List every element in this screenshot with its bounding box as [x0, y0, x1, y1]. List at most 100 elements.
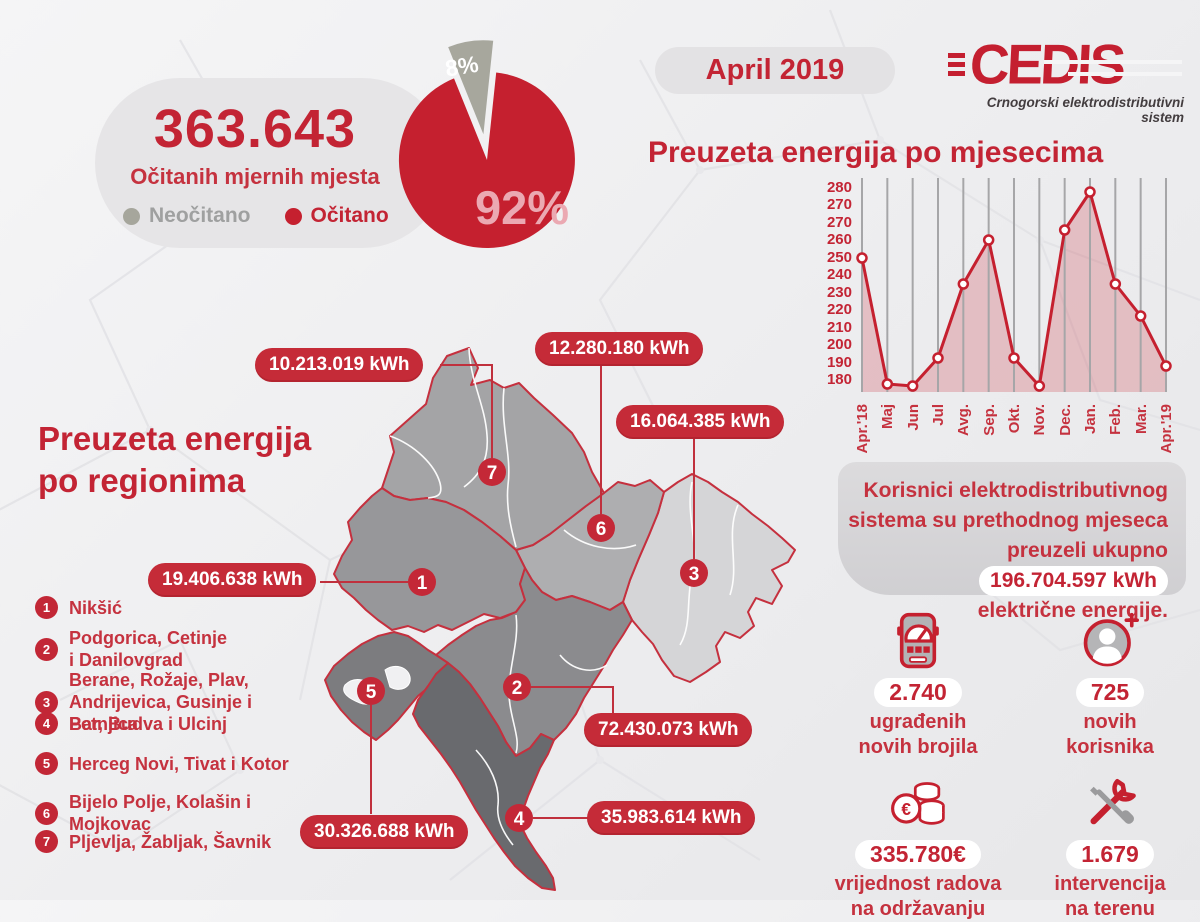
map-marker-1[interactable]: 1: [408, 568, 436, 596]
map-marker-2[interactable]: 2: [503, 673, 531, 701]
data-point-marker[interactable]: [1084, 186, 1096, 198]
readings-legend: Neočitano Očitano: [123, 204, 389, 228]
map-marker-7[interactable]: 7: [478, 458, 506, 486]
svg-text:1: 1: [417, 573, 428, 594]
readings-total: 363.643: [153, 99, 357, 159]
user-plus-icon: [1083, 612, 1139, 667]
map-region-5[interactable]: [324, 631, 449, 741]
data-point-marker[interactable]: [856, 252, 868, 264]
stats-grid: 2.740 ugrađenih novih brojila 725 novih …: [826, 612, 1200, 922]
region-number-badge: 1: [35, 596, 58, 619]
region-number-badge: 4: [35, 712, 58, 735]
region-name: Nikšić: [69, 597, 123, 618]
regions-title-line1: Preuzeta energija: [38, 420, 312, 457]
data-point-marker[interactable]: [1033, 380, 1046, 392]
legend-item: 5 Herceg Novi, Tivat i Kotor: [35, 752, 289, 775]
euro-coins-icon: €: [891, 782, 945, 825]
y-tick-label: 230: [826, 283, 852, 301]
y-tick-label: 250: [826, 248, 852, 266]
stat-maintenance-value-number: 335.780€: [855, 840, 981, 869]
meter-icon: [897, 612, 939, 669]
legend-item: 6 Bijelo Polje, Kolašin i Mojkovac: [35, 791, 325, 835]
chart-y-axis: 280 270 270 260 250 240 230 220 210 200 190 180: [818, 180, 852, 388]
map-marker-5[interactable]: 5: [357, 677, 385, 705]
monthly-line-chart: [856, 178, 1172, 392]
data-point-marker[interactable]: [1134, 310, 1147, 322]
y-tick-label: 260: [826, 231, 852, 249]
legend-read-label: Očitano: [310, 204, 389, 227]
info-line3: preuzeli ukupno 196.704.597 kWh: [848, 536, 1168, 596]
svg-text:7: 7: [487, 463, 498, 484]
svg-text:5: 5: [366, 682, 377, 703]
region-4-value-pill: 35.983.614 kWh: [587, 801, 756, 835]
monthly-chart-title: Preuzeta energija po mjesecima: [648, 136, 1104, 169]
svg-text:€: €: [901, 799, 911, 819]
map-marker-6[interactable]: 6: [587, 514, 615, 542]
legend-item: 1 Nikšić: [35, 596, 122, 619]
y-tick-label: 210: [826, 318, 852, 336]
unread-dot-icon: [123, 207, 140, 225]
legend-read: Očitano: [284, 204, 389, 228]
monthly-chart: 280 270 270 260 250 240 230 220 210 200 190 180 Apr…: [818, 170, 1200, 480]
stat-maintenance-caption: vrijednost radova na održavanju: [834, 873, 1002, 920]
y-tick-label: 200: [826, 336, 852, 354]
region-name: Podgorica, Cetinje i Danilovgrad: [69, 628, 228, 670]
stat-new-users: 725 novih korisnika: [1018, 612, 1200, 760]
region-name: Berane, Rožaje, Plav, Andrijevica, Gusin…: [69, 670, 253, 734]
regions-section-title: Preuzeta energija po regionima: [38, 418, 311, 502]
period-badge: April 2019: [655, 47, 895, 94]
stat-interventions-caption: intervencija na terenu: [1054, 873, 1166, 920]
info-highlight-value: 196.704.597 kWh: [979, 566, 1168, 596]
info-line2: sistema su prethodnog mjeseca: [848, 509, 1168, 532]
svg-text:4: 4: [514, 809, 525, 830]
region-5-value-pill: 30.326.688 kWh: [300, 815, 469, 849]
region-2-value-pill: 72.430.073 kWh: [584, 713, 753, 747]
y-tick-label: 180: [826, 370, 852, 388]
pie-big-label: 92%: [475, 181, 569, 234]
region-3-value-pill: 16.064.385 kWh: [616, 405, 785, 439]
data-point-marker[interactable]: [957, 278, 970, 290]
info-line3-prefix: preuzeli ukupno: [1006, 539, 1168, 562]
pie-slice-unread: [448, 40, 494, 135]
data-point-marker[interactable]: [906, 380, 919, 392]
stat-new-meters-caption: ugrađenih novih brojila: [858, 711, 978, 758]
regions-title-line2: po regionima: [38, 462, 246, 499]
y-tick-label: 220: [826, 301, 852, 319]
pie-small-label: 8%: [443, 51, 480, 82]
map-marker-3[interactable]: 3: [680, 559, 708, 587]
pie-slice-read: [398, 72, 575, 249]
map-marker-4[interactable]: 4: [505, 804, 533, 832]
region-name: Bijelo Polje, Kolašin i Mojkovac: [69, 792, 252, 834]
read-dot-icon: [284, 207, 302, 225]
logo-tagline: Crnogorski elektrodistributivni sistem: [986, 95, 1184, 125]
data-point-marker[interactable]: [1160, 360, 1172, 372]
region-number-badge: 6: [35, 801, 58, 825]
data-point-marker[interactable]: [1008, 352, 1020, 364]
map-region-1[interactable]: [333, 487, 526, 633]
y-tick-label: 240: [826, 266, 852, 284]
logo-bars-icon: [948, 52, 965, 76]
data-point-marker[interactable]: [982, 234, 995, 246]
data-point-marker[interactable]: [1058, 224, 1071, 236]
region-number-badge: 7: [35, 830, 58, 853]
legend-unread-label: Neočitano: [149, 204, 251, 227]
regions-legend: 1 Nikšić 2 Podgorica, Cetinje i Danilovgrad…: [35, 596, 325, 866]
region-number-badge: 3: [35, 690, 58, 714]
y-tick-label: 270: [826, 213, 852, 231]
region-7-value-pill: 10.213.019 kWh: [255, 348, 424, 382]
data-point-marker[interactable]: [1109, 278, 1122, 290]
data-point-marker[interactable]: [932, 352, 944, 364]
stat-new-meters: 2.740 ugrađenih novih brojila: [826, 612, 1010, 760]
y-tick-label: 190: [826, 353, 852, 371]
region-name: Bar, Budva i Ulcinj: [69, 713, 228, 734]
readings-card: 363.643 Očitanih mjernih mjesta Neočitan…: [95, 78, 447, 248]
region-number-badge: 2: [35, 637, 58, 661]
region-name: Herceg Novi, Tivat i Kotor: [69, 753, 289, 774]
map-region-4[interactable]: [412, 662, 556, 891]
stat-new-users-value: 725: [1075, 678, 1145, 707]
legend-item: 3 Berane, Rožaje, Plav, Andrijevica, Gusi…: [35, 669, 325, 735]
logo-stripe-icon: [1044, 60, 1182, 64]
y-tick-label: 270: [826, 196, 852, 214]
montenegro-region-map: 7 6 3 1 2 5 4: [320, 347, 796, 891]
data-point-marker[interactable]: [881, 378, 894, 390]
